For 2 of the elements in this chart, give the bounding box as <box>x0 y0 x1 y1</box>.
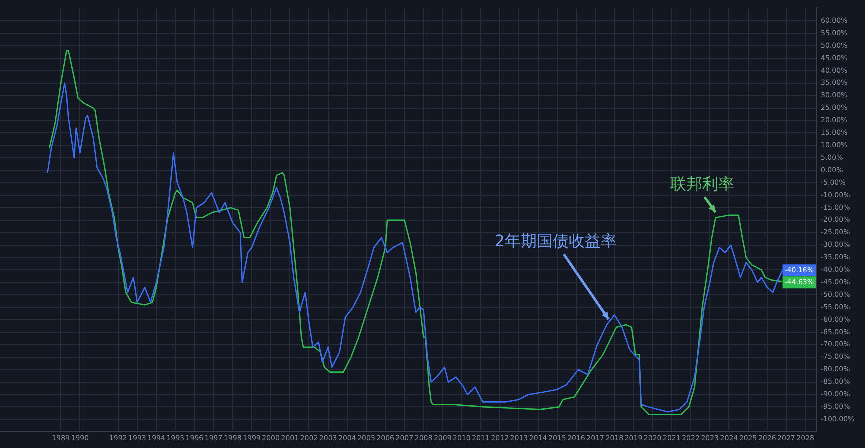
annotation: 2年期国债收益率 <box>494 232 617 251</box>
annotation: 联邦利率 <box>670 174 735 194</box>
